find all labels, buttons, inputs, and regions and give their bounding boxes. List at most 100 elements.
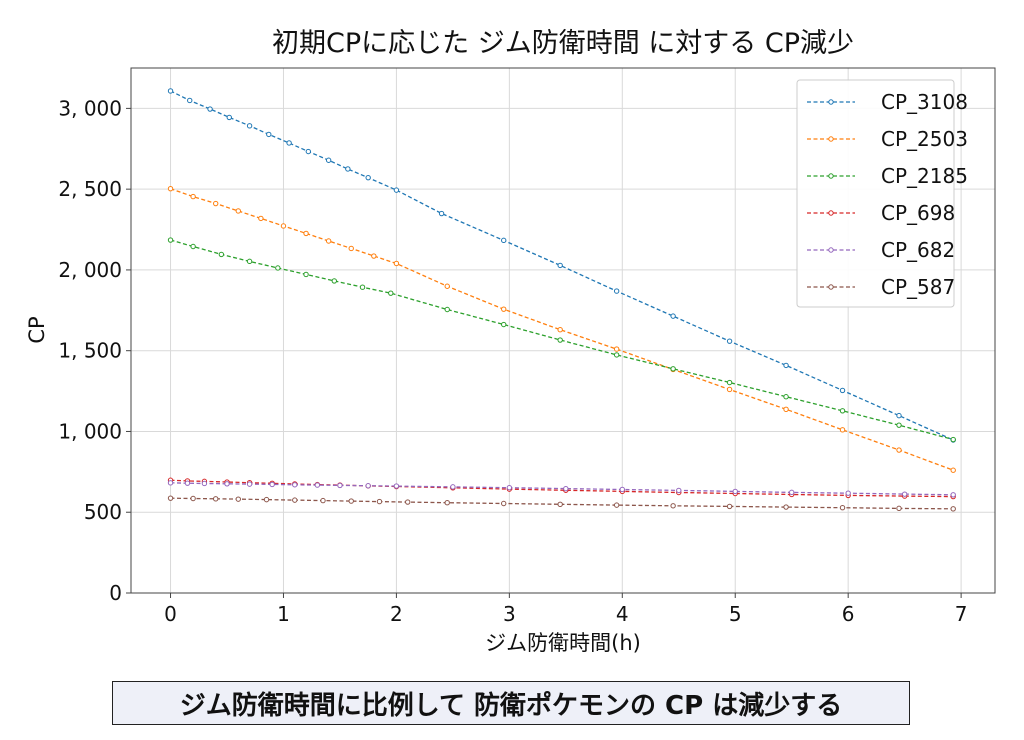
data-point-cp-2503 [950, 467, 956, 473]
data-point-cp-3108 [896, 412, 902, 419]
legend: CP_3108 CP_2503 CP_2185 CP_698 CP_682 CP_587 [796, 79, 968, 308]
x-tick-label: 6 [842, 602, 855, 626]
legend-marker-cp-3108 [828, 99, 834, 105]
legend-box [796, 79, 955, 308]
data-point-cp-2185 [670, 366, 676, 372]
data-point-cp-3108 [246, 123, 253, 129]
series-line-cp-3108 [170, 90, 954, 441]
x-axis-label: ジム防衛時間(h) [485, 631, 641, 655]
y-tick-label: 1, 000 [58, 419, 122, 443]
x-tick-label: 7 [955, 602, 968, 626]
conclusion-caption: ジム防衛時間に比例して 防衛ポケモンの CP は減少する [112, 681, 910, 725]
data-point-cp-682 [167, 480, 174, 486]
data-point-cp-2503 [371, 253, 377, 259]
y-tick-label: 500 [84, 500, 122, 524]
data-point-cp-682 [450, 484, 456, 490]
data-point-cp-682 [337, 482, 343, 489]
data-point-cp-682 [201, 480, 208, 487]
data-point-cp-587 [950, 506, 956, 512]
data-point-cp-682 [563, 485, 569, 492]
data-point-cp-2503 [190, 193, 196, 200]
data-point-cp-2185 [896, 422, 902, 428]
data-point-cp-3108 [501, 237, 507, 244]
data-point-cp-587 [405, 499, 411, 505]
data-point-cp-2503 [501, 306, 507, 312]
x-tick-label: 4 [616, 602, 629, 626]
plot-frame [130, 67, 996, 594]
data-point-cp-3108 [438, 210, 445, 217]
data-point-cp-682 [619, 486, 625, 493]
data-point-cp-3108 [325, 157, 332, 163]
data-point-cp-2503 [557, 326, 563, 333]
data-point-cp-2503 [839, 427, 846, 433]
data-point-cp-2185 [246, 258, 253, 265]
data-point-cp-587 [235, 496, 241, 502]
series-line-cp-587 [170, 497, 954, 510]
data-point-cp-682 [845, 490, 851, 496]
legend-marker-cp-698 [828, 210, 834, 216]
data-point-cp-3108 [207, 106, 213, 112]
x-tick-label: 2 [390, 602, 403, 626]
data-point-cp-3108 [557, 262, 563, 269]
legend-label-cp-682: CP_682 [881, 238, 955, 262]
data-point-cp-2185 [557, 337, 563, 343]
data-point-cp-3108 [345, 166, 351, 172]
data-point-cp-587 [501, 500, 507, 507]
data-point-cp-587 [320, 497, 326, 504]
data-point-cp-2185 [783, 394, 789, 400]
data-point-cp-3108 [613, 288, 620, 294]
data-point-cp-2503 [213, 200, 219, 207]
data-point-cp-3108 [393, 187, 400, 193]
data-point-cp-3108 [286, 140, 292, 146]
data-point-cp-682 [269, 481, 275, 488]
data-point-cp-682 [292, 482, 298, 488]
data-point-cp-587 [444, 500, 450, 506]
data-point-cp-587 [376, 498, 383, 505]
data-point-cp-682 [365, 483, 371, 489]
data-point-cp-587 [213, 496, 219, 502]
y-tick-label: 0 [109, 581, 122, 605]
data-point-cp-2185 [950, 436, 956, 443]
data-point-cp-2185 [839, 408, 846, 414]
data-point-cp-2503 [783, 406, 789, 413]
legend-label-cp-698: CP_698 [881, 201, 955, 225]
data-point-cp-2185 [359, 284, 366, 290]
data-point-cp-3108 [839, 387, 846, 394]
data-point-cp-2503 [613, 346, 620, 352]
data-point-cp-3108 [266, 131, 272, 138]
data-point-cp-682 [246, 481, 253, 487]
data-point-cp-587 [896, 505, 902, 512]
data-point-cp-587 [263, 496, 270, 503]
legend-marker-cp-587 [828, 284, 834, 290]
data-point-cp-682 [314, 482, 321, 488]
data-point-cp-2185 [331, 278, 337, 284]
x-tick-label: 3 [503, 602, 516, 626]
data-point-cp-2503 [444, 283, 450, 289]
y-tick-label: 2, 000 [58, 258, 122, 282]
y-tick-label: 3, 000 [58, 96, 122, 120]
data-point-cp-682 [676, 487, 682, 494]
data-point-cp-2503 [896, 447, 902, 453]
data-point-cp-3108 [305, 148, 312, 155]
conclusion-caption-text: ジム防衛時間に比例して 防衛ポケモンの CP は減少する [179, 690, 843, 721]
series-line-cp-682 [170, 482, 954, 496]
data-point-cp-2503 [167, 185, 174, 192]
data-point-cp-2185 [501, 321, 507, 328]
data-point-cp-682 [950, 492, 956, 498]
data-point-cp-587 [670, 503, 676, 509]
data-point-cp-2503 [280, 223, 287, 229]
data-point-cp-587 [167, 495, 174, 501]
data-point-cp-2503 [303, 230, 309, 237]
data-point-cp-587 [190, 495, 196, 502]
y-axis-label: CP [25, 316, 49, 343]
data-point-cp-3108 [167, 88, 174, 94]
data-point-cp-2503 [393, 260, 400, 267]
data-point-cp-682 [393, 483, 400, 489]
data-point-cp-2185 [444, 306, 450, 313]
data-point-cp-3108 [226, 114, 232, 121]
legend-marker-cp-682 [828, 247, 834, 253]
data-point-cp-3108 [365, 174, 371, 181]
data-point-cp-2185 [190, 243, 196, 250]
y-tick-label: 2, 500 [58, 177, 122, 201]
